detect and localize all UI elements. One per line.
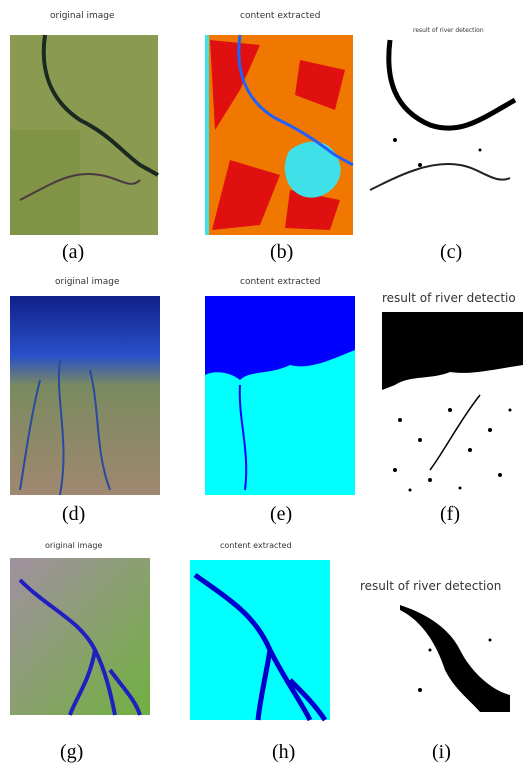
panel-title: result of river detection bbox=[360, 579, 501, 593]
image-b bbox=[205, 35, 353, 235]
panel-caption: (e) bbox=[270, 503, 292, 525]
panel-caption: (f) bbox=[440, 503, 460, 525]
panel-title: result of river detection bbox=[413, 27, 484, 34]
panel-title: content extracted bbox=[240, 277, 321, 287]
image-f bbox=[382, 312, 523, 496]
panel-title: original image bbox=[55, 277, 120, 287]
panel-caption: (h) bbox=[272, 741, 295, 763]
figure: original image content extracted result … bbox=[0, 0, 523, 770]
panel-title: content extracted bbox=[240, 11, 321, 21]
panel-caption: (b) bbox=[270, 241, 293, 263]
image-d bbox=[10, 296, 160, 495]
panel-title: original image bbox=[45, 541, 102, 550]
panel-title: content extracted bbox=[220, 541, 292, 550]
image-e bbox=[205, 296, 355, 495]
panel-caption: (g) bbox=[60, 741, 83, 763]
image-c bbox=[370, 40, 515, 190]
panel-caption: (d) bbox=[62, 503, 85, 525]
image-g bbox=[10, 558, 150, 715]
panel-caption: (i) bbox=[432, 741, 451, 763]
image-h bbox=[190, 560, 330, 720]
panel-title: result of river detectio bbox=[382, 291, 516, 305]
panel-title: original image bbox=[50, 11, 115, 21]
image-i bbox=[400, 605, 510, 712]
panel-caption: (c) bbox=[440, 241, 462, 263]
panel-caption: (a) bbox=[62, 241, 84, 263]
image-a bbox=[10, 35, 158, 235]
